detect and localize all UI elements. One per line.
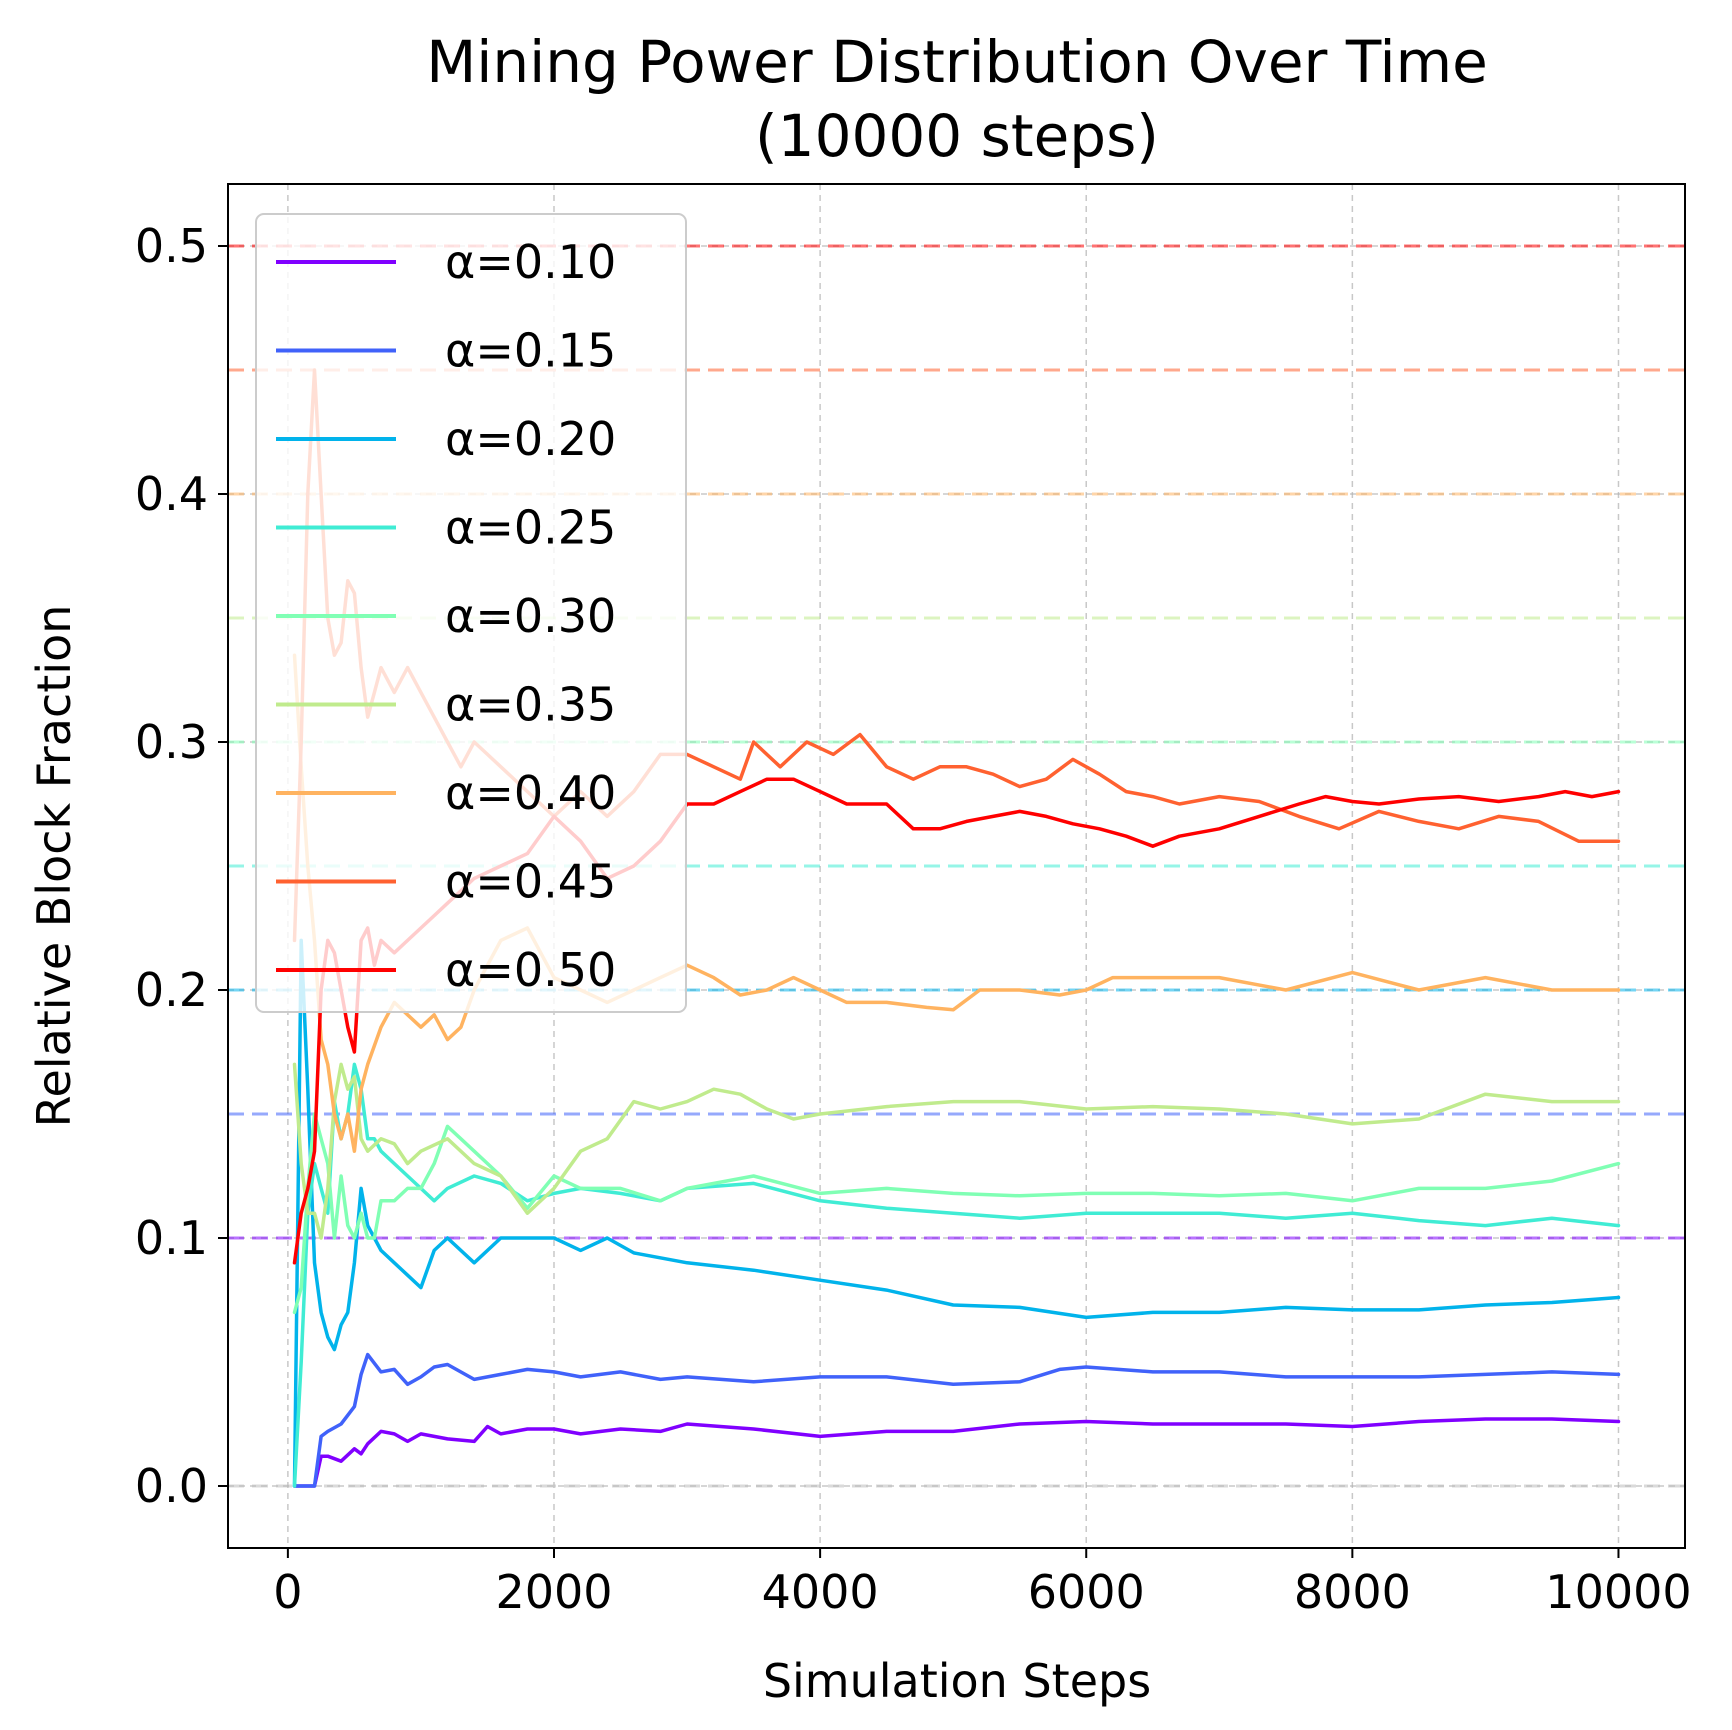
chart-title-line2: (10000 steps) (755, 102, 1159, 170)
x-tick-label-1: 2000 (495, 1565, 612, 1619)
series-line-5 (292, 1062, 1621, 1240)
legend-label-5: α=0.35 (445, 678, 616, 732)
legend-label-4: α=0.30 (445, 589, 616, 643)
x-tick-label-4: 8000 (1294, 1565, 1411, 1619)
plot-frame (227, 183, 1686, 1549)
y-tick-label-1: 0.1 (135, 1211, 208, 1265)
legend-label-0: α=0.10 (445, 235, 616, 289)
x-tick-label-0: 0 (273, 1565, 302, 1619)
series-line-0 (292, 1417, 1621, 1488)
legend-items: α=0.10 α=0.15 α=0.20 α=0.25 α=0.30 α=0.35 α=0.… (276, 235, 616, 997)
y-tick-label-5: 0.5 (135, 219, 208, 273)
series-line-4 (292, 1112, 1621, 1315)
series-line-1 (292, 1352, 1621, 1488)
series-line-2 (292, 938, 1621, 1488)
y-axis-ticks: 0.0 0.1 0.2 0.3 0.4 0.5 (135, 219, 228, 1513)
x-axis-label: Simulation Steps (763, 1654, 1151, 1708)
x-tick-label-5: 10000 (1545, 1565, 1691, 1619)
legend-label-7: α=0.45 (445, 855, 616, 909)
y-axis-label: Relative Block Fraction (27, 605, 81, 1128)
legend-label-6: α=0.40 (445, 766, 616, 820)
y-tick-label-3: 0.3 (135, 715, 208, 769)
x-tick-label-3: 6000 (1028, 1565, 1145, 1619)
legend-box (255, 213, 687, 1013)
legend-label-2: α=0.20 (445, 412, 616, 466)
y-tick-label-4: 0.4 (135, 467, 208, 521)
x-axis-ticks: 0 2000 4000 6000 8000 10000 (273, 1548, 1692, 1619)
legend-label-3: α=0.25 (445, 501, 616, 555)
y-tick-label-0: 0.0 (135, 1459, 208, 1513)
legend-label-1: α=0.15 (445, 324, 616, 378)
chart-title-line1: Mining Power Distribution Over Time (426, 28, 1488, 96)
x-tick-label-2: 4000 (762, 1565, 879, 1619)
legend-label-8: α=0.50 (445, 943, 616, 997)
legend: α=0.10 α=0.15 α=0.20 α=0.25 α=0.30 α=0.35 α=0.… (255, 213, 687, 1013)
y-tick-label-2: 0.2 (135, 963, 208, 1017)
